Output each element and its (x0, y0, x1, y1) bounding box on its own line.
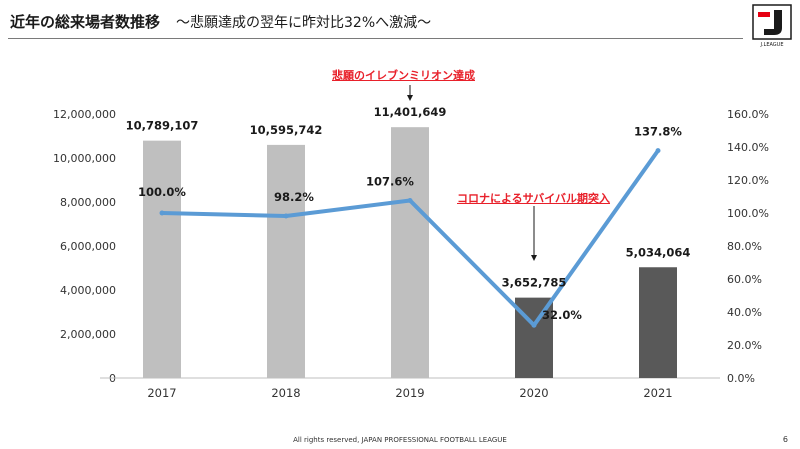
line-series (159, 148, 661, 328)
bar-value-label: 5,034,064 (626, 245, 691, 259)
line-point (159, 210, 165, 216)
line-value-label: 98.2% (274, 190, 314, 204)
attendance-chart: 02,000,0004,000,0006,000,0008,000,00010,… (53, 85, 769, 400)
bar-value-label: 3,652,785 (502, 276, 567, 290)
footer-copyright: All rights reserved, JAPAN PROFESSIONAL … (293, 436, 507, 444)
header-divider (8, 38, 743, 39)
page-number: 6 (782, 435, 788, 444)
line-value-label: 100.0% (138, 185, 186, 199)
y-right-tick-label: 80.0% (727, 240, 762, 253)
y-left-tick-label: 4,000,000 (60, 284, 116, 297)
annotation-arrowhead (407, 95, 413, 101)
bar (391, 127, 429, 378)
annotation-covid-survival: コロナによるサバイバル期突入 (457, 192, 611, 205)
y-right-tick-label: 100.0% (727, 207, 769, 220)
y-right-tick-label: 60.0% (727, 273, 762, 286)
bar-value-label: 10,595,742 (250, 123, 323, 137)
y-left-tick-label: 12,000,000 (53, 108, 116, 121)
annotation-arrows (407, 85, 537, 261)
x-tick-label: 2021 (643, 386, 672, 400)
bar-value-label: 10,789,107 (126, 119, 199, 133)
annotation-eleven-million: 悲願のイレブンミリオン達成 (332, 69, 475, 82)
y-left-tick-label: 8,000,000 (60, 196, 116, 209)
x-tick-label: 2017 (147, 386, 176, 400)
page-title: 近年の総来場者数推移 (10, 13, 161, 31)
j-league-logo-icon: J.LEAGUE (752, 4, 792, 48)
page-subtitle: ～悲願達成の翌年に昨対比32%へ激減～ (176, 15, 432, 31)
y-left-tick-label: 10,000,000 (53, 152, 116, 165)
line-point (531, 322, 537, 328)
annotation-arrowhead (531, 255, 537, 261)
bar (143, 140, 181, 378)
x-tick-label: 2019 (395, 386, 424, 400)
y-right-tick-label: 120.0% (727, 174, 769, 187)
bar (267, 144, 305, 378)
y-right-tick-label: 0.0% (727, 372, 755, 385)
x-axis-ticks: 2017 2018 2019 2020 2021 (147, 386, 672, 400)
line-value-label: 107.6% (366, 174, 414, 188)
line-value-label: 32.0% (542, 308, 582, 322)
line-point (407, 197, 413, 203)
y-right-tick-label: 140.0% (727, 141, 769, 154)
data-labels: 10,789,107 10,595,742 11,401,649 3,652,785 5… (126, 105, 691, 322)
bar-value-label: 11,401,649 (374, 105, 447, 119)
left-axis: 02,000,0004,000,0006,000,0008,000,00010,… (53, 108, 116, 385)
x-tick-label: 2018 (271, 386, 300, 400)
right-axis: 0.0% 20.0% 40.0% 60.0% 80.0% 100.0% 120.0% 140.… (727, 108, 769, 385)
bar-series (143, 127, 677, 378)
y-left-tick-label: 2,000,000 (60, 328, 116, 341)
line-point (655, 148, 661, 154)
y-right-tick-label: 20.0% (727, 339, 762, 352)
line-point (283, 213, 289, 219)
line-value-label: 137.8% (634, 125, 682, 139)
y-left-tick-label: 6,000,000 (60, 240, 116, 253)
y-right-tick-label: 40.0% (727, 306, 762, 319)
logo-text: J.LEAGUE (759, 42, 783, 48)
x-tick-label: 2020 (519, 386, 548, 400)
y-right-tick-label: 160.0% (727, 108, 769, 121)
bar (639, 267, 677, 378)
